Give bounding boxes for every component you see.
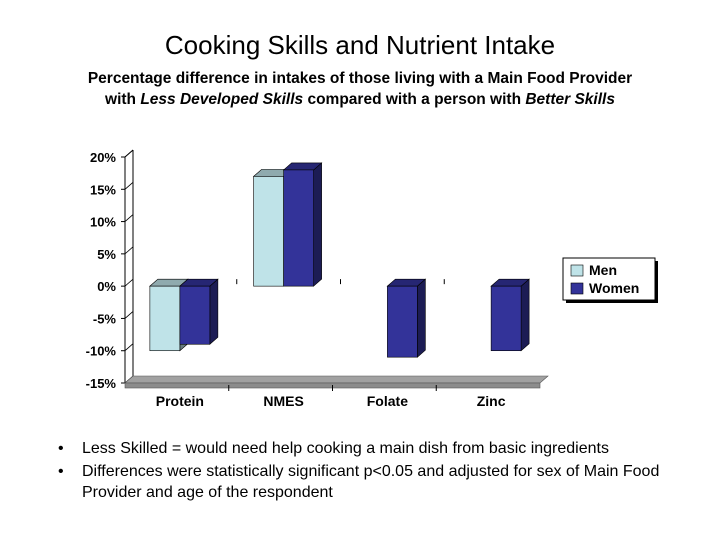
bar-side-face xyxy=(417,278,426,358)
y-tick-depth xyxy=(124,246,134,255)
y-tick-label: 15% xyxy=(90,182,116,197)
subtitle-line-2: with Less Developed Skills compared with… xyxy=(20,89,700,110)
subtitle-emphasis-better-skills: Better Skills xyxy=(525,91,615,108)
y-tick-depth xyxy=(124,278,134,287)
y-tick-label: 20% xyxy=(90,150,116,165)
note-item: • Differences were statistically signifi… xyxy=(58,461,698,503)
notes-list: • Less Skilled = would need help cooking… xyxy=(58,438,698,503)
y-tick-depth xyxy=(124,311,134,319)
y-tick-label: -5% xyxy=(93,311,117,326)
y-tick-depth xyxy=(124,343,134,352)
bar xyxy=(179,285,211,345)
subtitle-emphasis-less-skills: Less Developed Skills xyxy=(140,91,304,108)
x-tick-label: NMES xyxy=(263,393,303,409)
subtitle-text: with xyxy=(105,91,141,108)
y-tick-label: -10% xyxy=(86,344,117,359)
note-text: Less Skilled = would need help cooking a… xyxy=(82,440,609,457)
bar-side-face xyxy=(209,278,219,345)
note-text: Differences were statistically significa… xyxy=(82,463,660,501)
bullet-icon: • xyxy=(58,463,64,480)
bar xyxy=(283,169,314,287)
bar xyxy=(387,285,418,358)
y-tick-label: 5% xyxy=(97,247,116,262)
slide-title: Cooking Skills and Nutrient Intake xyxy=(164,30,556,60)
legend-swatch xyxy=(570,282,584,295)
bar-side-face xyxy=(520,278,530,352)
x-tick-label: Zinc xyxy=(477,393,506,409)
bar-side-face xyxy=(313,162,322,287)
y-tick-label: 0% xyxy=(97,279,116,294)
bar xyxy=(490,285,522,352)
y-tick-label: -15% xyxy=(86,376,117,391)
y-tick-label: 10% xyxy=(90,215,116,230)
y-tick-depth xyxy=(124,181,134,190)
chart-floor-top xyxy=(124,375,549,384)
x-tick-label: Folate xyxy=(367,393,408,409)
subtitle-text: compared with a person with xyxy=(303,91,526,108)
y-tick-depth xyxy=(124,214,134,222)
bar xyxy=(253,176,284,287)
slide-subtitle: Percentage difference in intakes of thos… xyxy=(20,68,700,110)
legend-label: Men xyxy=(589,262,617,278)
legend-swatch xyxy=(570,264,584,277)
bullet-icon: • xyxy=(58,440,64,457)
legend-label: Women xyxy=(589,280,639,296)
x-tick-label: Protein xyxy=(156,393,204,409)
y-tick-depth xyxy=(124,149,134,158)
subtitle-line-1: Percentage difference in intakes of thos… xyxy=(87,70,633,87)
bar-chart: 20% 15% 10% 5% 0% -5% -10% -15% Protein NMES Folat… xyxy=(86,149,658,409)
note-item: • Less Skilled = would need help cooking… xyxy=(58,438,698,459)
bar xyxy=(149,285,181,352)
